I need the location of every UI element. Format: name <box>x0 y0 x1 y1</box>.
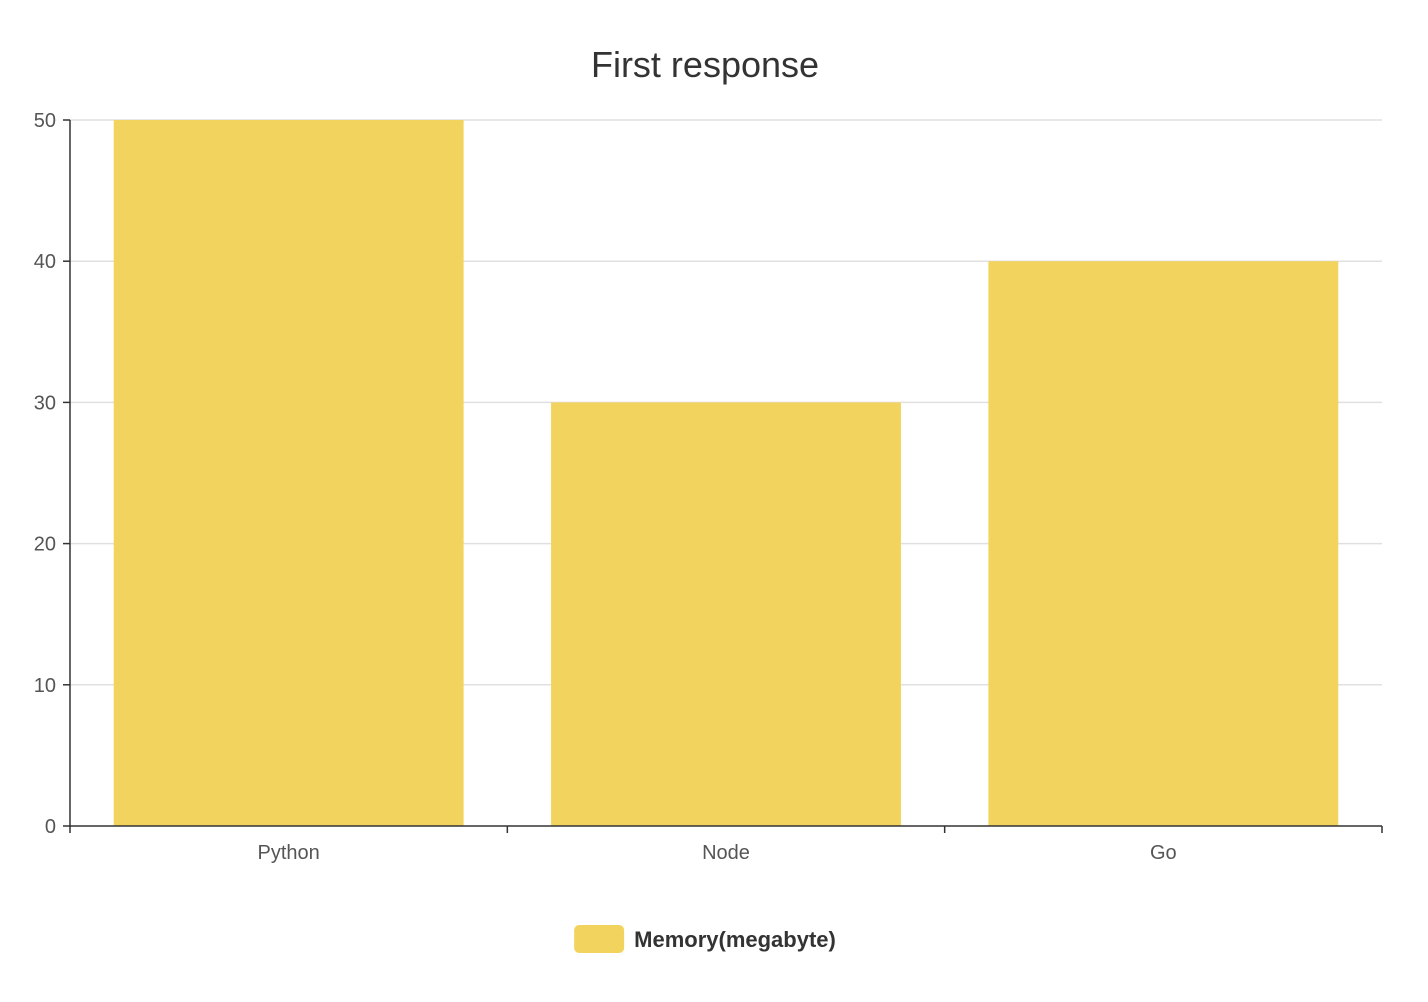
x-tick-label: Python <box>258 842 320 864</box>
bar-node[interactable] <box>551 402 901 826</box>
bar-go[interactable] <box>988 261 1339 826</box>
y-tick-label: 10 <box>34 675 56 697</box>
legend-label: Memory(megabyte) <box>634 927 836 952</box>
axes: 0 10 20 30 40 50 Python Node Go <box>34 110 1383 864</box>
chart-title: First response <box>591 44 819 85</box>
legend-swatch[interactable] <box>574 925 625 953</box>
x-tick-label: Node <box>702 842 750 864</box>
y-tick-label: 50 <box>34 110 56 132</box>
y-tick-label: 30 <box>34 392 56 414</box>
legend[interactable]: Memory(megabyte) <box>574 925 836 953</box>
bar-python[interactable] <box>113 120 464 826</box>
y-tick-label: 0 <box>45 816 56 838</box>
bars <box>113 120 1339 826</box>
x-tick-label: Go <box>1150 842 1177 864</box>
y-tick-label: 20 <box>34 534 56 556</box>
y-tick-label: 40 <box>34 251 56 273</box>
